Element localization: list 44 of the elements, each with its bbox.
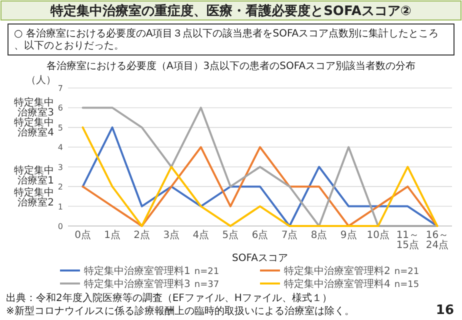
x-tick-label: 10点 (366, 229, 390, 241)
y-tick-label: 2 (58, 182, 63, 192)
legend-label: 特定集中治療室管理料3 (84, 278, 190, 290)
x-tick-label: 11～15点 (396, 230, 420, 251)
x-tick-label: 8点 (310, 229, 328, 241)
annotation: 特定集中治療室4 (14, 116, 54, 138)
chart-subtitle: 各治療室における必要度（A項目）3点以下の患者のSOFAスコア別該当者数の分布 (46, 60, 416, 72)
legend-label: 特定集中治療室管理料4 (284, 278, 390, 290)
text: n=21 (394, 267, 420, 277)
chart-title: 特定集中治療室の重症度、医療・看護必要度とSOFAスコア② (50, 3, 412, 19)
x-tick-label: 5点 (222, 229, 239, 241)
x-tick-label: 16～24点 (426, 230, 449, 251)
y-tick-label: 0 (58, 222, 63, 231)
line-series (82, 126, 438, 227)
x-tick-label: 7点 (281, 229, 298, 241)
y-tick-label: 4 (58, 143, 63, 152)
source-note: 出典：令和2年度入院医療等の調査（EFファイル、Hファイル、様式１） (6, 292, 332, 304)
line-series (82, 106, 438, 227)
y-tick-label: 6 (58, 104, 63, 113)
annotation: 特定集中治療室2 (14, 186, 54, 208)
text: ※新型コロナウイルスに係る診療報酬上の臨時的取扱いによる治療室は除く。 (6, 305, 354, 317)
text: n=21 (194, 267, 220, 277)
x-tick-label: 6点 (252, 229, 268, 241)
y-axis-title: （人） (26, 75, 56, 86)
x-tick-label: 1点 (104, 229, 120, 241)
annotation: 特定集中治療室1 (14, 164, 54, 186)
annotation: 特定集中治療室3 (14, 96, 54, 118)
y-tick-label: 7 (58, 84, 63, 93)
y-tick-label: 1 (58, 202, 63, 212)
y-tick-label: 3 (58, 162, 63, 172)
y-tick-label: 5 (58, 123, 63, 132)
text: n=15 (394, 280, 420, 290)
text: ○ 各治療室における必要度のA項目３点以下の該当患者をSOFAスコア点数別に集計したところ、以下のとおりだった。 (14, 28, 439, 52)
text: 16 (436, 303, 454, 318)
legend-label: 特定集中治療室管理料2 (284, 265, 390, 277)
text: n=37 (194, 280, 220, 290)
line-series (82, 146, 438, 227)
x-axis-title: SOFAスコア (232, 253, 288, 264)
x-tick-label: 4点 (192, 229, 210, 241)
x-tick-label: 9点 (340, 229, 357, 241)
x-tick-label: 3点 (163, 229, 180, 241)
legend-label: 特定集中治療室管理料1 (84, 265, 190, 277)
x-tick-label: 2点 (134, 229, 150, 241)
x-tick-label: 0点 (74, 229, 91, 241)
